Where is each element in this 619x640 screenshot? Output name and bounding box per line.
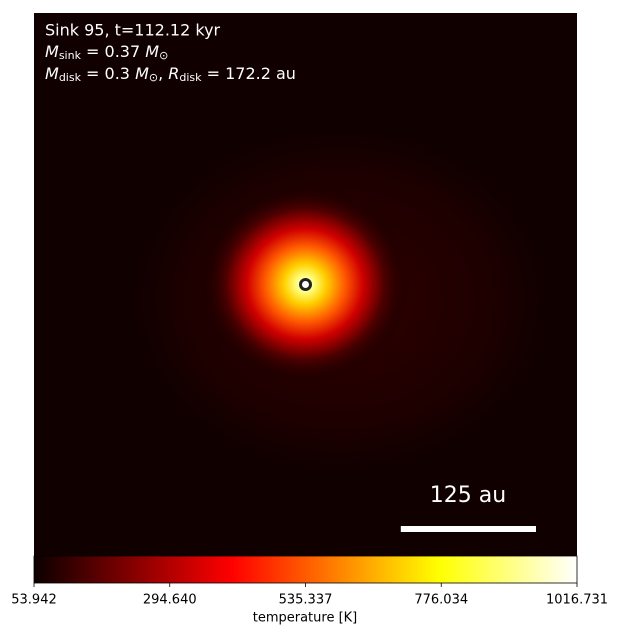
annotation: Mdisk = 0.3 M⊙, Rdisk = 172.2 au xyxy=(45,64,296,85)
annotation-segment: ⊙ xyxy=(159,49,168,62)
scale-bar xyxy=(400,526,536,532)
annotation-segment: = 0.3 xyxy=(81,64,135,83)
colorbar-tick-label: 1016.731 xyxy=(546,593,608,608)
annotation-segment: disk xyxy=(179,71,202,84)
annotation-segment: M xyxy=(45,64,59,83)
annotation-segment: , xyxy=(158,64,168,83)
annotation-segment: ⊙ xyxy=(149,71,158,84)
sink-marker xyxy=(299,278,312,291)
colorbar-tick-label: 776.034 xyxy=(414,593,468,608)
annotation-segment: sink xyxy=(59,49,82,62)
colorbar xyxy=(34,556,577,583)
colorbar-tick-label: 535.337 xyxy=(279,593,333,608)
annotation-segment: = 0.37 xyxy=(81,42,145,61)
colorbar-tick-label: 294.640 xyxy=(143,593,197,608)
image xyxy=(34,13,577,556)
annotation-segment: R xyxy=(168,64,179,83)
annotation-segment: M xyxy=(45,42,59,61)
annotation-segment: M xyxy=(145,42,159,61)
annotation-segment: = 172.2 au xyxy=(202,64,296,83)
annotation: Msink = 0.37 M⊙ xyxy=(45,42,168,63)
annotation-segment: disk xyxy=(59,71,82,84)
colorbar-tick-label: 53.942 xyxy=(11,593,57,608)
annotation-segment: M xyxy=(135,64,149,83)
title: Sink 95, t=112.12 kyr xyxy=(45,21,221,40)
scale-bar-label: 125 au xyxy=(430,483,506,508)
colorbar-label: temperature [K] xyxy=(253,611,358,626)
